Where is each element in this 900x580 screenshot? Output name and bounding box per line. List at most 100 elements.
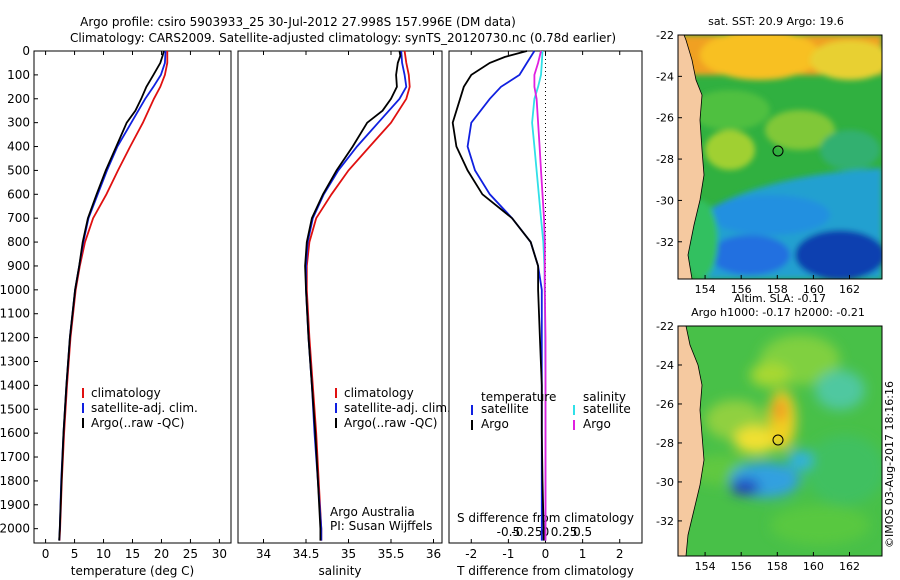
- sst-map-title: sat. SST: 20.9 Argo: 19.6: [708, 15, 844, 28]
- diff-series-line: [451, 50, 545, 541]
- sla-map-subtitle: Argo h1000: -0.17 h2000: -0.21: [691, 306, 865, 319]
- sal-series-line: [304, 50, 402, 541]
- temp-ytick-label: 700: [7, 211, 30, 225]
- diff-legend-title: temperature: [481, 390, 556, 404]
- sla-ytick-label: -32: [656, 515, 674, 528]
- sst-map-panel: sat. SST: 20.9 Argo: 19.6 154 156 158 16: [656, 15, 883, 296]
- sla-ytick-label: -30: [656, 476, 674, 489]
- temp-series-line: [58, 50, 165, 541]
- diff-stick-label: -0.25: [511, 525, 542, 539]
- diff-legend-label: Argo: [481, 417, 509, 431]
- sla-map-panel: Altim. SLA: -0.17 Argo h1000: -0.17 h200…: [656, 292, 883, 573]
- sla-xtick-label: 162: [839, 560, 860, 573]
- sla-map-title: Altim. SLA: -0.17: [734, 292, 826, 305]
- sla-map-frame: [677, 325, 883, 557]
- diff-xtick-label: 1: [579, 547, 587, 561]
- diff-xlabel: T difference from climatology: [456, 564, 634, 578]
- diff-series-line: [533, 50, 547, 541]
- temp-ytick-label: 600: [7, 187, 30, 201]
- temp-ytick-label: 1200: [0, 331, 30, 345]
- temp-xlabel: temperature (deg C): [71, 564, 194, 578]
- diff-legend-label: satellite: [583, 402, 631, 416]
- figure-title-line1: Argo profile: csiro 5903933_25 30-Jul-20…: [80, 15, 516, 29]
- sst-ytick-label: -24: [656, 70, 674, 83]
- sst-ytick-label: -26: [656, 112, 674, 125]
- temp-xtick-label: 5: [71, 547, 79, 561]
- temp-ytick-label: 0: [22, 44, 30, 58]
- diff-xtick-label: -1: [502, 547, 514, 561]
- difference-panel: -2 -1 0 1 2-0.5-0.25 0 0.250.5S difference fro…: [448, 50, 643, 578]
- sal-xtick-label: 35: [341, 547, 356, 561]
- diff-legend-label: satellite: [481, 402, 529, 416]
- temp-ytick-label: 100: [7, 68, 30, 82]
- sal-xtick-label: 34: [256, 547, 271, 561]
- diff-stick-label: -0.5: [497, 525, 520, 539]
- sst-xtick-label: 162: [839, 283, 860, 296]
- temp-ytick-label: 1700: [0, 450, 30, 464]
- sal-xlabel: salinity: [318, 564, 361, 578]
- figure-title-line2: Climatology: CARS2009. Satellite-adjuste…: [70, 31, 616, 45]
- temp-ytick-label: 1300: [0, 354, 30, 368]
- temp-ytick-label: 1500: [0, 402, 30, 416]
- temp-ytick-label: 1900: [0, 498, 30, 512]
- sst-ytick-label: -32: [656, 236, 674, 249]
- sal-legend-label: climatology: [344, 386, 414, 400]
- temp-xtick-label: 15: [125, 547, 140, 561]
- sst-ytick-label: -22: [656, 29, 674, 42]
- sla-xtick-label: 154: [695, 560, 716, 573]
- sal-xtick-label: 36: [426, 547, 441, 561]
- diff-xtick-label: 0: [542, 547, 550, 561]
- salinity-panel: 34 34.5 35 35.5 36 salinity climatologysatelli…: [237, 50, 451, 578]
- temperature-panel: 0 5 10 15 20 25 30 temperature (deg C) 0 100 200 30…: [0, 44, 232, 578]
- sst-map-field: [678, 35, 882, 279]
- sla-ytick-label: -28: [656, 437, 674, 450]
- sst-ytick-label: -28: [656, 153, 674, 166]
- sla-map-float-marker: [772, 434, 784, 446]
- temp-xtick-label: 30: [212, 547, 227, 561]
- temp-ytick-label: 1800: [0, 474, 30, 488]
- temp-ytick-label: 400: [7, 140, 30, 154]
- diff-stick-label: 0.25: [551, 525, 578, 539]
- sst-xtick-label: 160: [803, 283, 824, 296]
- temp-xtick-label: 0: [42, 547, 50, 561]
- sla-ytick-label: -22: [656, 320, 674, 333]
- sal-legend-label: satellite-adj. clim.: [344, 401, 451, 415]
- sst-map-frame: [677, 34, 883, 280]
- temp-ytick-label: 800: [7, 235, 30, 249]
- diff-legend-title: salinity: [583, 390, 626, 404]
- temp-ytick-label: 200: [7, 92, 30, 106]
- diff-stick-label: 0.5: [573, 525, 592, 539]
- sla-map-ticks: 154 156 158 160 162 -22 -24 -26 -28 -30 -32: [656, 320, 860, 573]
- temp-ytick-label: 1100: [0, 307, 30, 321]
- sal-annotation: PI: Susan Wijffels: [330, 519, 432, 533]
- temp-frame: [33, 50, 232, 544]
- sla-map-land: [678, 326, 705, 556]
- temp-ytick-label: 2000: [0, 522, 30, 536]
- temp-xtick-label: 10: [96, 547, 111, 561]
- sst-map-ticks: 154 156 158 160 162 -22 -24 -26 -28 -30 -32: [656, 29, 860, 296]
- sal-xtick-label: 34.5: [293, 547, 320, 561]
- temp-ytick-label: 1000: [0, 283, 30, 297]
- temp-ytick-label: 1400: [0, 378, 30, 392]
- sst-xtick-label: 156: [731, 283, 752, 296]
- sal-legend-label: Argo(..raw -QC): [344, 416, 437, 430]
- sla-xtick-label: 158: [767, 560, 788, 573]
- diff-xtick-label: 2: [616, 547, 624, 561]
- temp-ytick-label: 1600: [0, 426, 30, 440]
- sla-xtick-label: 160: [803, 560, 824, 573]
- temp-ytick-label: 300: [7, 116, 30, 130]
- temp-ytick-label: 500: [7, 163, 30, 177]
- temp-xtick-label: 25: [183, 547, 198, 561]
- temp-xtick-label: 20: [154, 547, 169, 561]
- sla-ytick-label: -26: [656, 398, 674, 411]
- temp-legend-label: Argo(..raw -QC): [91, 416, 184, 430]
- sst-xtick-label: 154: [695, 283, 716, 296]
- temp-legend-label: climatology: [91, 386, 161, 400]
- sla-ytick-label: -24: [656, 359, 674, 372]
- diff-xtick-label: -2: [465, 547, 477, 561]
- temp-legend-label: satellite-adj. clim.: [91, 401, 198, 415]
- imos-credit: ©IMOS 03-Aug-2017 18:16:16: [883, 381, 896, 548]
- diff-legend-label: Argo: [583, 417, 611, 431]
- sst-map-land: [678, 35, 705, 279]
